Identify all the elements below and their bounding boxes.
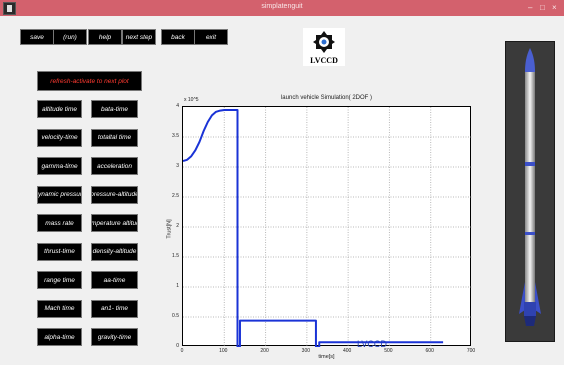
title-bar: simplatenguit – □ × [0, 0, 564, 16]
y-axis-label: Trust[N] [166, 219, 173, 239]
app-icon [3, 2, 16, 15]
window-title: simplatenguit [261, 3, 303, 10]
logo-emblem-icon [313, 31, 335, 53]
plot-button-density-altitude[interactable]: density-altitude [91, 242, 138, 261]
refresh-plot-button[interactable]: refresh-activate to next plot [37, 71, 142, 91]
plot-button-aa-time[interactable]: aa-time [91, 271, 138, 289]
thrust-series-line [183, 109, 444, 347]
y-tick-label: 2 [176, 223, 179, 229]
plot-button-mach-time[interactable]: Mach time [37, 299, 82, 318]
help-button[interactable]: help [88, 29, 122, 45]
plot-button-velocity-time[interactable]: velocity-time [37, 128, 82, 147]
maximize-button[interactable]: □ [540, 3, 545, 12]
plot-button-mass-rate[interactable]: mass rate [37, 214, 82, 232]
plot-button-dynamic-pressure[interactable]: Dynamic pressure [37, 185, 82, 204]
logo-text: LVCCD [310, 56, 338, 65]
exit-button[interactable]: exit [194, 29, 228, 45]
x-tick-label: 300 [301, 348, 311, 354]
y-tick-label: 4 [176, 103, 179, 109]
watermark-text: LVCCD [357, 339, 387, 349]
y-tick-label: 2.5 [172, 193, 179, 199]
x-tick-label: 100 [219, 348, 228, 354]
x-tick-label: 500 [384, 348, 393, 354]
run-button[interactable]: (run) [53, 29, 87, 45]
y-tick-label: 0 [176, 343, 179, 349]
back-button[interactable]: back [161, 29, 195, 45]
y-tick-label: 1.5 [172, 253, 179, 259]
plot-button-altitude-time[interactable]: altitude time [37, 100, 82, 118]
x-tick-label: 200 [260, 348, 269, 354]
plot-button-an1-time[interactable]: an1- time [91, 299, 138, 318]
minimize-button[interactable]: – [528, 3, 533, 12]
thrust-chart [183, 107, 472, 347]
plot-button-range-time[interactable]: range time [37, 271, 82, 289]
next-step-button[interactable]: next step [122, 29, 156, 45]
plot-button-gravity-time[interactable]: gravity-time [91, 328, 138, 346]
plot-button-acceleration[interactable]: acceleration [91, 157, 138, 175]
rocket-icon [506, 42, 554, 341]
y-tick-label: 3 [176, 163, 179, 169]
chart-title: launch vehicle Simulation( 2DOF ) [280, 95, 373, 101]
y-tick-label: 3.5 [172, 133, 179, 139]
close-button[interactable]: × [552, 3, 557, 12]
y-tick-label: 1 [176, 283, 179, 289]
save-button[interactable]: save [20, 29, 54, 45]
plot-button-thrust-time[interactable]: thrust-time [37, 242, 82, 261]
plot-area [182, 106, 472, 347]
plot-button-gamma-time[interactable]: gamma-time [37, 157, 82, 175]
x-tick-label: 600 [425, 348, 434, 354]
y-tick-label: 0.5 [172, 313, 179, 319]
x-tick-label: 0 [180, 348, 184, 354]
plot-button-alpha-time[interactable]: alpha-time [37, 328, 82, 346]
plot-button-pressure-altitude[interactable]: pressure-altitude [91, 185, 138, 204]
lvccd-logo: LVCCD [303, 28, 345, 66]
x-tick-label: 700 [466, 348, 476, 354]
rocket-image [505, 41, 555, 342]
y-axis-exponent: x 10^5 [184, 97, 199, 103]
plot-button-totaltal-time[interactable]: totaltal time [91, 128, 138, 147]
x-tick-label: 400 [342, 348, 352, 354]
x-axis-label: time[s] [318, 354, 335, 360]
plot-button-bata-time[interactable]: bata-time [91, 100, 138, 118]
